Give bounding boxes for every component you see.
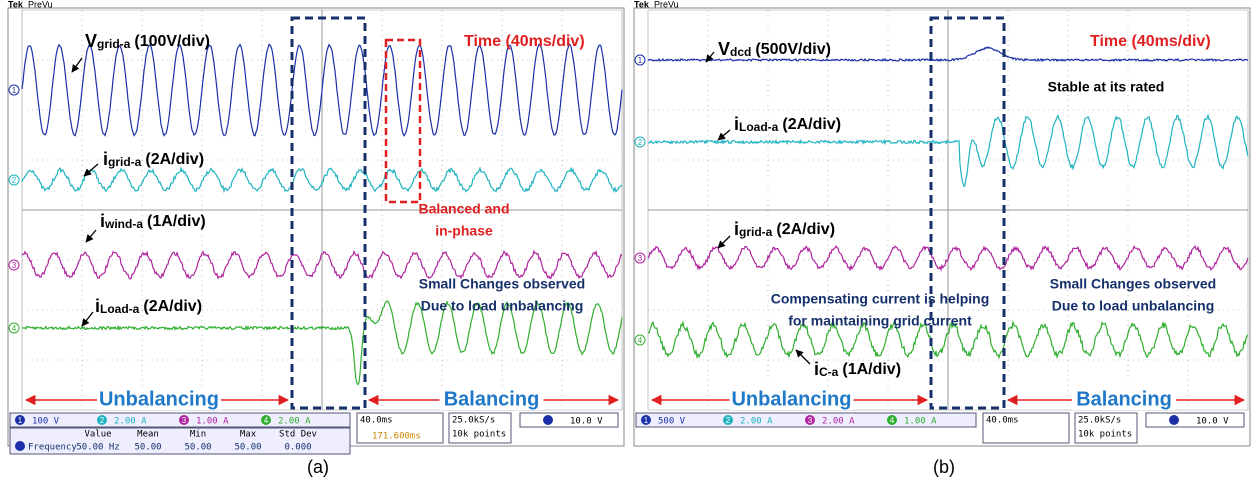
signal-symbol: V bbox=[718, 39, 730, 59]
status-box bbox=[520, 413, 618, 427]
status-channel: 1.00 A bbox=[904, 417, 937, 427]
page: {"panel_a": { "header": {"brand": "Tek",… bbox=[0, 0, 1260, 481]
status-channel: 100 V bbox=[32, 417, 60, 427]
signal-subscript: grid-a bbox=[108, 155, 142, 169]
signal-scale: (1A/div) bbox=[147, 213, 206, 230]
caption: (b) bbox=[933, 457, 955, 477]
region-label: Balancing bbox=[444, 388, 540, 410]
signal-scale: (2A/div) bbox=[143, 298, 202, 315]
timebase: 40.0ms bbox=[986, 416, 1019, 426]
signal-subscript: C-a bbox=[819, 365, 839, 379]
status-channel: 2.00 A bbox=[278, 417, 311, 427]
signal-subscript: Load-a bbox=[100, 302, 140, 316]
channel-marker-label: 1 bbox=[12, 86, 17, 95]
channel-marker-label: 1 bbox=[638, 56, 643, 65]
note: Stable at its rated bbox=[1048, 79, 1165, 95]
channel-marker-label: 2 bbox=[638, 138, 643, 147]
channel-marker-label: 3 bbox=[638, 254, 643, 263]
signal-scale: (500V/div) bbox=[755, 41, 831, 58]
measure-badge bbox=[15, 441, 25, 451]
trigger-level: 10.0 V bbox=[1196, 417, 1229, 427]
timebase: 40.0ms bbox=[360, 416, 393, 426]
trigger-level: 10.0 V bbox=[570, 417, 603, 427]
trigger-position: 171.600ms bbox=[372, 432, 421, 442]
status-channel: 2.00 A bbox=[740, 417, 773, 427]
status-channel-badge-label: 1 bbox=[18, 416, 23, 425]
note: Small Changes observed bbox=[419, 276, 586, 292]
brand: Tek bbox=[634, 0, 650, 9]
status-channel-badge-label: 3 bbox=[182, 416, 187, 425]
signal-scale: (100V/div) bbox=[134, 33, 210, 50]
signal-subscript: Load-a bbox=[739, 120, 779, 134]
measure-header: Value bbox=[84, 430, 111, 440]
measure-value: 50.00 Hz bbox=[76, 443, 119, 453]
status-channel-badge-label: 4 bbox=[890, 416, 895, 425]
measure-value: 50.00 bbox=[134, 443, 161, 453]
note: Small Changes observed bbox=[1050, 276, 1217, 292]
record-length: 10k points bbox=[452, 430, 506, 440]
status-channel-badge-label: 4 bbox=[264, 416, 269, 425]
channel-marker-label: 4 bbox=[638, 336, 643, 345]
measure-name: Frequency bbox=[28, 443, 77, 453]
trigger-badge bbox=[1169, 415, 1179, 425]
region-label: Balancing bbox=[1076, 388, 1172, 410]
signal-scale: (2A/div) bbox=[145, 151, 204, 168]
status-channel: 2.00 A bbox=[822, 417, 855, 427]
status-channel-badge-label: 2 bbox=[100, 416, 105, 425]
time-scale: Time (40ms/div) bbox=[464, 33, 585, 50]
brand: Tek bbox=[8, 0, 24, 9]
note: Compensating current is helping bbox=[771, 291, 990, 307]
signal-subscript: grid-a bbox=[97, 37, 131, 51]
measure-header: Std Dev bbox=[279, 430, 317, 440]
measure-header: Min bbox=[190, 430, 206, 440]
measure-header: Max bbox=[240, 430, 257, 440]
signal-subscript: grid-a bbox=[739, 225, 773, 239]
region-label: Unbalancing bbox=[99, 388, 219, 410]
note: in-phase bbox=[435, 223, 493, 239]
caption: (a) bbox=[307, 457, 329, 477]
measure-value: 50.00 bbox=[184, 443, 211, 453]
mode: PreVu bbox=[654, 0, 679, 9]
status-channel-badge-label: 1 bbox=[644, 416, 649, 425]
measure-value: 0.000 bbox=[284, 443, 311, 453]
measure-value: 50.00 bbox=[234, 443, 261, 453]
note: Due to load unbalancing bbox=[421, 298, 584, 314]
channel-marker-label: 2 bbox=[12, 176, 17, 185]
note: Due to load unbalancing bbox=[1052, 298, 1215, 314]
screen bbox=[634, 8, 1250, 446]
region-label: Unbalancing bbox=[731, 388, 851, 410]
signal-symbol: V bbox=[85, 31, 97, 51]
signal-scale: (1A/div) bbox=[842, 361, 901, 378]
measure-header: Mean bbox=[137, 430, 159, 440]
figure: TekPreVu1234Vgrid-a(100V/div)igrid-a(2A/… bbox=[0, 0, 1260, 481]
signal-subscript: dcd bbox=[730, 45, 751, 59]
note: for maintaining grid current bbox=[788, 313, 972, 329]
status-channel-badge-label: 2 bbox=[726, 416, 731, 425]
trigger-badge bbox=[543, 415, 553, 425]
mode: PreVu bbox=[28, 0, 53, 9]
sample-rate: 25.0kS/s bbox=[452, 416, 495, 426]
status-channel: 1.00 A bbox=[196, 417, 229, 427]
channel-marker-label: 3 bbox=[12, 261, 17, 270]
signal-scale: (2A/div) bbox=[776, 221, 835, 238]
status-box bbox=[1146, 413, 1244, 427]
signal-scale: (2A/div) bbox=[782, 116, 841, 133]
sample-rate: 25.0kS/s bbox=[1078, 416, 1121, 426]
signal-subscript: wind-a bbox=[104, 217, 143, 231]
status-channel-badge-label: 3 bbox=[808, 416, 813, 425]
status-channel: 500 V bbox=[658, 417, 686, 427]
channel-marker-label: 4 bbox=[12, 324, 17, 333]
status-channel: 2.00 A bbox=[114, 417, 147, 427]
time-scale: Time (40ms/div) bbox=[1090, 33, 1211, 50]
record-length: 10k points bbox=[1078, 430, 1132, 440]
note: Balanced and bbox=[418, 201, 509, 217]
